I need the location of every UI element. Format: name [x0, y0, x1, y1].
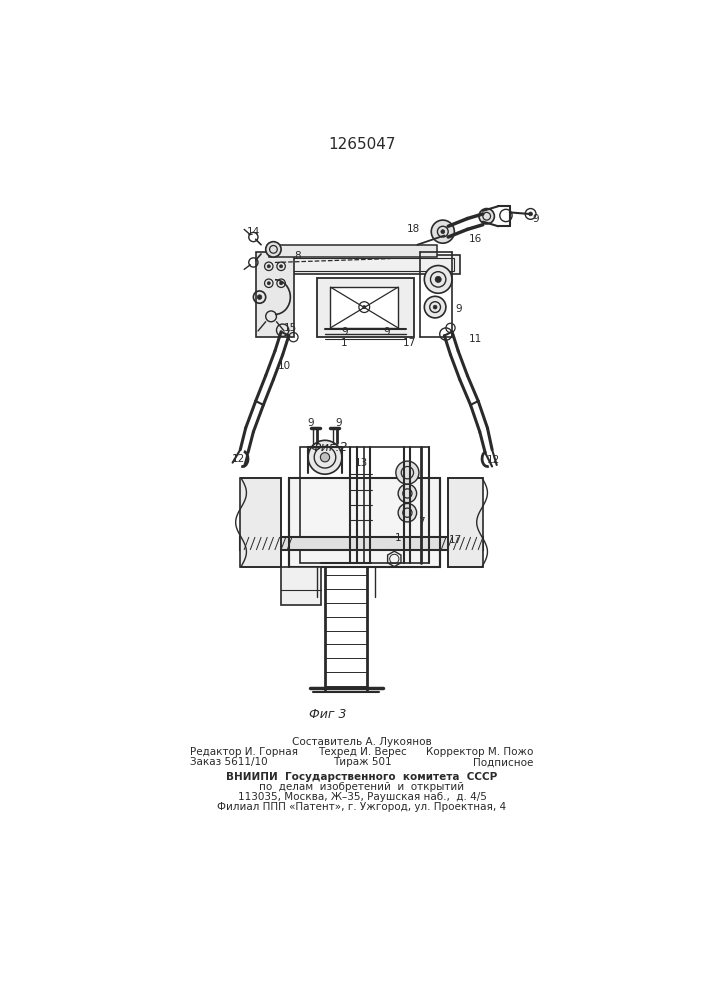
Circle shape	[320, 453, 329, 462]
Text: 17: 17	[403, 338, 416, 348]
Polygon shape	[240, 537, 483, 550]
Circle shape	[424, 266, 452, 293]
Text: Редактор И. Горная: Редактор И. Горная	[190, 747, 298, 757]
Circle shape	[424, 296, 446, 318]
Text: 14: 14	[247, 227, 260, 237]
Polygon shape	[256, 252, 294, 337]
Circle shape	[257, 295, 262, 299]
Text: 9: 9	[383, 327, 390, 337]
Text: 10: 10	[278, 361, 291, 371]
Text: Фиг.2: Фиг.2	[310, 441, 348, 454]
Polygon shape	[330, 287, 398, 328]
Text: Тираж 501: Тираж 501	[332, 757, 391, 767]
Polygon shape	[317, 278, 414, 337]
Polygon shape	[288, 478, 440, 567]
Text: Техред И. Верес: Техред И. Верес	[317, 747, 407, 757]
Polygon shape	[259, 255, 460, 274]
Circle shape	[398, 503, 416, 522]
Text: Корректор М. Пожо: Корректор М. Пожо	[426, 747, 533, 757]
Text: 1: 1	[395, 533, 402, 543]
Circle shape	[266, 242, 281, 257]
Circle shape	[279, 282, 283, 285]
Text: по  делам  изобретений  и  открытий: по делам изобретений и открытий	[259, 782, 464, 792]
Text: Составитель А. Лукоянов: Составитель А. Лукоянов	[292, 737, 432, 747]
Polygon shape	[269, 245, 437, 257]
Text: Филиал ППП «Патент», г. Ужгород, ул. Проектная, 4: Филиал ППП «Патент», г. Ужгород, ул. Про…	[217, 802, 506, 812]
Polygon shape	[240, 478, 281, 567]
Circle shape	[279, 265, 283, 268]
Text: Фиг 3: Фиг 3	[308, 708, 346, 721]
Text: 15: 15	[284, 323, 297, 333]
Circle shape	[308, 440, 342, 474]
Text: Заказ 5611/10: Заказ 5611/10	[190, 757, 268, 767]
Polygon shape	[281, 567, 321, 605]
Text: 1: 1	[341, 338, 348, 348]
Text: ВНИИПИ  Государственного  комитета  СССР: ВНИИПИ Государственного комитета СССР	[226, 772, 498, 782]
Polygon shape	[448, 478, 483, 567]
Text: 9: 9	[308, 418, 315, 428]
Circle shape	[396, 461, 419, 484]
Text: 13: 13	[354, 458, 368, 468]
Text: 9: 9	[532, 214, 539, 224]
Circle shape	[267, 265, 270, 268]
Circle shape	[529, 212, 532, 216]
Circle shape	[363, 306, 366, 309]
Text: 9: 9	[336, 418, 342, 428]
Text: 11: 11	[469, 334, 481, 344]
Text: 9: 9	[341, 327, 348, 337]
Text: Подписное: Подписное	[472, 757, 533, 767]
Text: 7: 7	[418, 517, 425, 527]
Circle shape	[435, 276, 441, 282]
Text: 1265047: 1265047	[328, 137, 396, 152]
Text: 12: 12	[231, 454, 245, 464]
Circle shape	[479, 209, 494, 224]
Text: 17: 17	[449, 535, 462, 545]
Circle shape	[267, 282, 270, 285]
Text: 12: 12	[487, 455, 501, 465]
Text: 113035, Москва, Ж–35, Раушская наб.,  д. 4/5: 113035, Москва, Ж–35, Раушская наб., д. …	[238, 792, 486, 802]
Circle shape	[431, 220, 455, 243]
Text: 16: 16	[469, 234, 481, 244]
Circle shape	[433, 305, 437, 309]
Circle shape	[398, 484, 416, 503]
Text: 9: 9	[455, 304, 462, 314]
Text: 18: 18	[407, 224, 420, 234]
Text: 8: 8	[295, 251, 301, 261]
Circle shape	[441, 230, 445, 234]
